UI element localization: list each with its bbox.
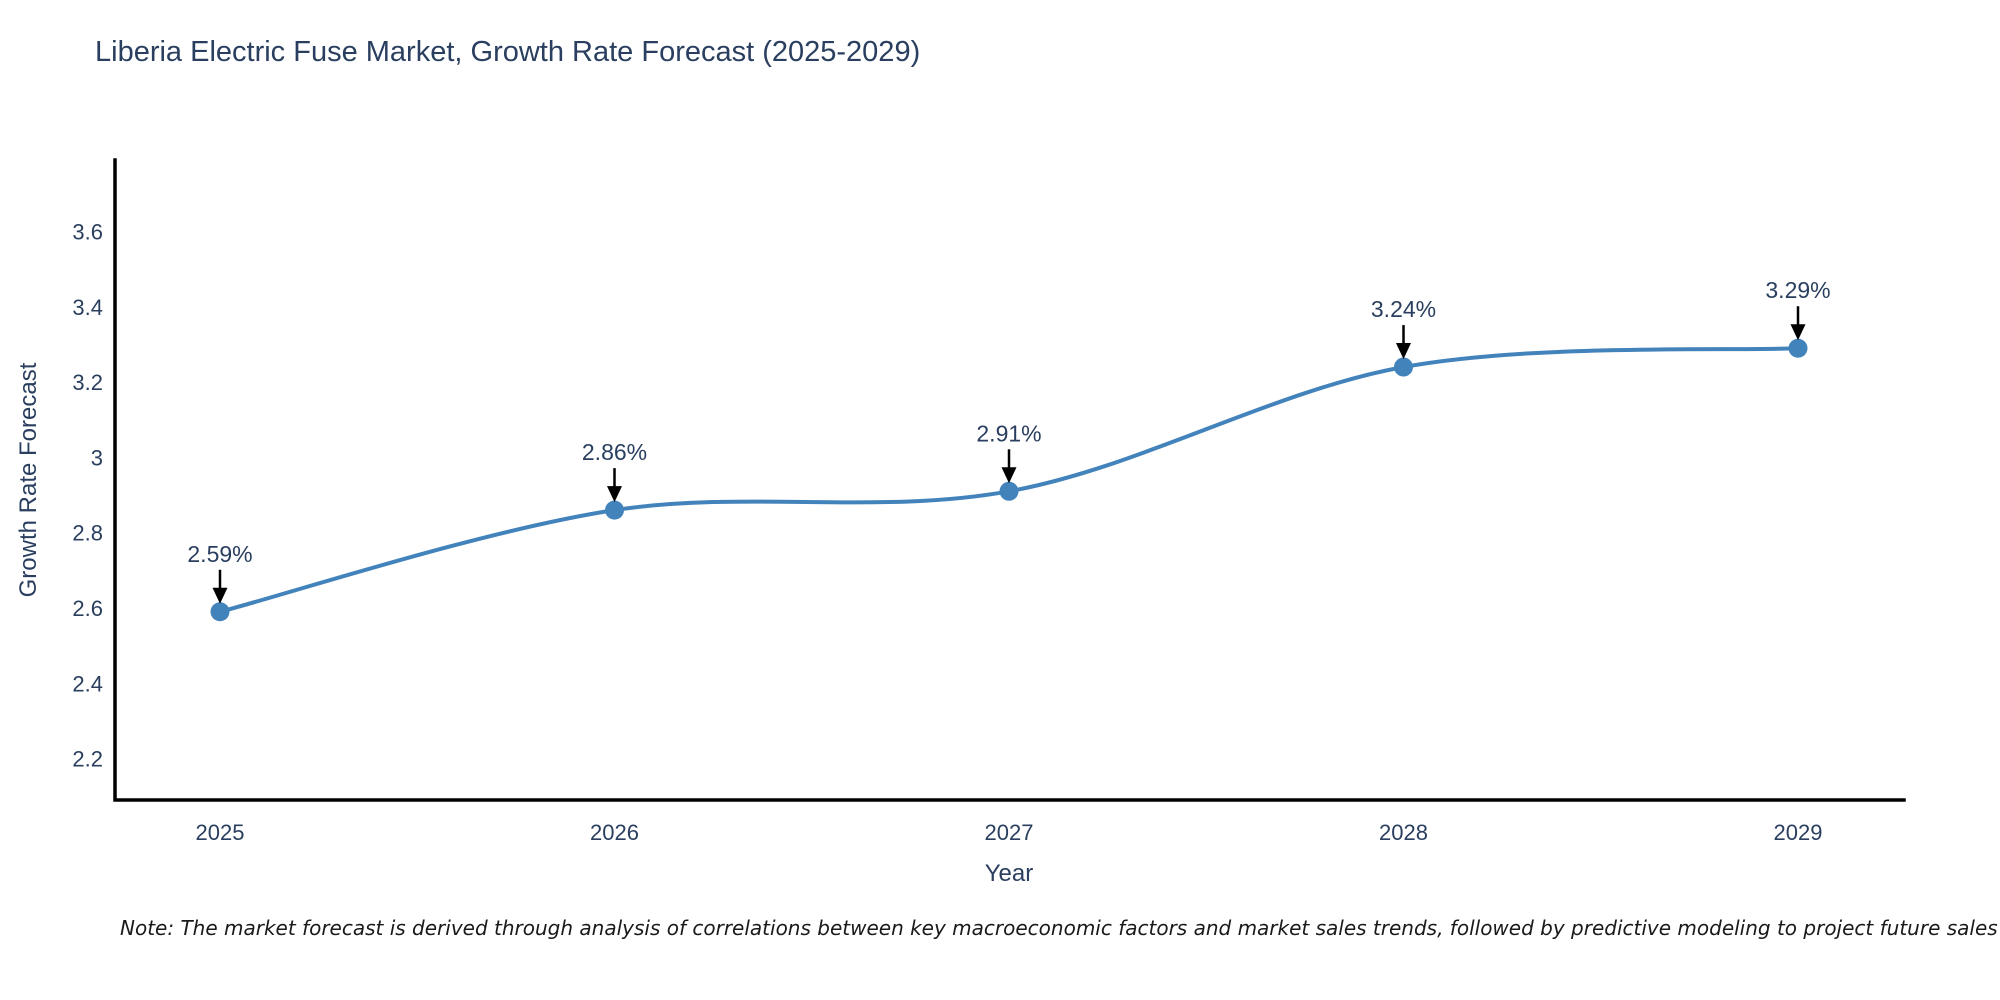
x-tick-label: 2025 bbox=[196, 820, 245, 845]
chart-title: Liberia Electric Fuse Market, Growth Rat… bbox=[95, 36, 921, 68]
y-tick-label: 3 bbox=[91, 445, 103, 470]
data-point-label: 3.29% bbox=[1765, 277, 1830, 303]
data-point-marker bbox=[605, 500, 624, 520]
axis-lines bbox=[113, 158, 1906, 802]
x-tick-label: 2028 bbox=[1379, 820, 1428, 845]
data-point-label: 2.86% bbox=[582, 439, 647, 465]
annotation-arrow-head bbox=[607, 486, 622, 503]
data-point-marker bbox=[210, 602, 230, 622]
x-axis-title: Year bbox=[984, 860, 1034, 887]
annotation-arrow-head bbox=[212, 587, 228, 604]
data-point-marker bbox=[999, 481, 1019, 501]
annotation-arrow-head bbox=[1790, 324, 1806, 341]
y-tick-label: 3.6 bbox=[72, 220, 103, 245]
annotation-arrow-head bbox=[1396, 343, 1411, 360]
y-tick-label: 2.8 bbox=[72, 521, 103, 546]
data-point-marker bbox=[1788, 338, 1808, 358]
y-axis-title: Growth Rate Forecast bbox=[15, 362, 42, 598]
y-tick-label: 3.2 bbox=[72, 370, 103, 395]
y-tick-label: 3.4 bbox=[72, 295, 103, 320]
y-tick-label: 2.6 bbox=[72, 596, 103, 621]
data-point-label: 3.24% bbox=[1371, 296, 1436, 322]
annotation-arrow-head bbox=[1001, 467, 1017, 484]
x-tick-label: 2027 bbox=[985, 820, 1034, 845]
footnote: Note: The market forecast is derived thr… bbox=[120, 916, 1998, 940]
x-tick-label: 2029 bbox=[1774, 820, 1823, 845]
data-point-label: 2.91% bbox=[976, 420, 1041, 446]
data-point-label: 2.59% bbox=[187, 541, 252, 567]
data-point-marker bbox=[1394, 357, 1413, 377]
y-tick-label: 2.2 bbox=[72, 747, 103, 772]
y-tick-label: 2.4 bbox=[72, 671, 103, 696]
x-tick-label: 2026 bbox=[590, 820, 639, 845]
